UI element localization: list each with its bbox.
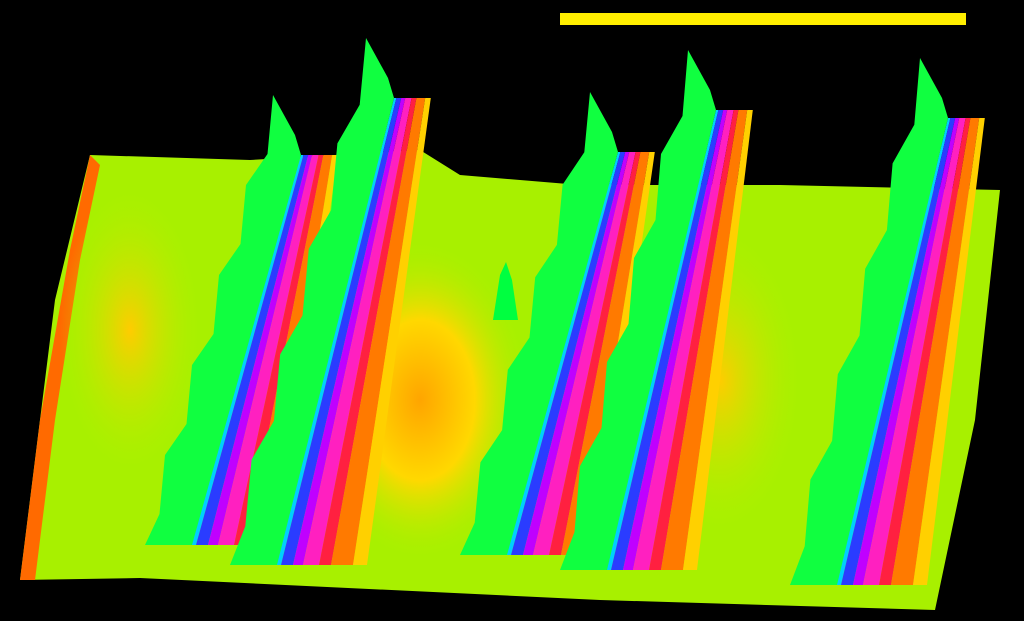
ridge-band (234, 155, 324, 545)
warm-region (60, 190, 200, 470)
ridge-band (533, 152, 636, 555)
ridge-band (661, 110, 748, 570)
ridge-band (303, 98, 412, 565)
ridge-band (863, 118, 966, 585)
ridge-band (319, 98, 417, 565)
ridge-band (649, 110, 739, 570)
ridge-band (561, 152, 650, 555)
ridge-peak (230, 38, 394, 565)
ridge-peak (145, 95, 301, 545)
ridge-band (611, 110, 724, 570)
ridge-band (853, 118, 960, 585)
ridge-band (549, 152, 641, 555)
ridge-band (879, 118, 971, 585)
ridge-peak (560, 50, 716, 570)
ridge-peak (460, 92, 618, 555)
ridge-band (891, 118, 980, 585)
ridge-band (293, 98, 406, 565)
ridge-band (913, 118, 985, 585)
ridge-peak (790, 58, 948, 585)
ridge-band (353, 98, 431, 565)
ridge-band (331, 98, 426, 565)
surface-edge (20, 155, 100, 580)
ridges (145, 38, 985, 585)
ridge-band (196, 155, 309, 545)
ridge-band (841, 118, 956, 585)
peak (493, 262, 518, 320)
ridge-band (683, 110, 753, 570)
ridge-band (623, 110, 728, 570)
ridge-band (218, 155, 319, 545)
ridge-band (511, 152, 626, 555)
ridge-band (523, 152, 630, 555)
scale-bar (560, 13, 966, 25)
ridge-band (281, 98, 402, 565)
ridge-band (208, 155, 313, 545)
ridge-band (633, 110, 734, 570)
